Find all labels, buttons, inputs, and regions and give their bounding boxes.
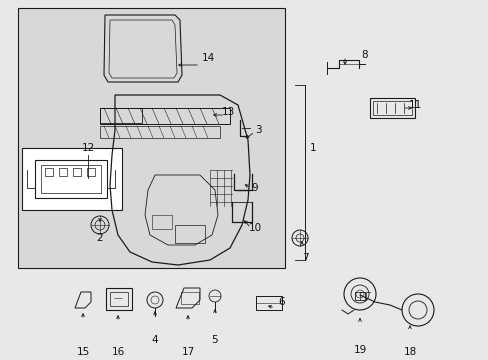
Text: 3: 3 [254, 125, 261, 135]
Text: 18: 18 [403, 347, 416, 357]
Bar [175, 225, 204, 243]
Text: 5: 5 [211, 335, 218, 345]
Text: 16: 16 [111, 347, 124, 357]
Text: 1: 1 [309, 143, 316, 153]
Text: 8: 8 [361, 50, 367, 60]
Text: 10: 10 [248, 223, 261, 233]
Text: 15: 15 [76, 347, 89, 357]
Text: 14: 14 [201, 53, 214, 63]
Text: 6: 6 [278, 297, 285, 307]
Bar [35, 160, 107, 198]
Text: 9: 9 [251, 183, 258, 193]
Text: 2: 2 [97, 233, 103, 243]
Bar [106, 288, 132, 310]
Bar [110, 292, 128, 306]
Bar [369, 98, 414, 118]
Bar [100, 108, 229, 124]
Bar [87, 168, 95, 176]
Bar [18, 8, 285, 268]
Bar [100, 108, 142, 123]
Bar [354, 292, 364, 300]
Text: 7: 7 [301, 253, 307, 263]
Bar [256, 296, 282, 310]
Text: 17: 17 [181, 347, 194, 357]
Bar [73, 168, 81, 176]
Bar [22, 148, 122, 210]
Bar [181, 292, 199, 304]
Bar [59, 168, 67, 176]
Bar [45, 168, 53, 176]
Text: 19: 19 [353, 345, 366, 355]
Text: 13: 13 [221, 107, 234, 117]
Bar [100, 126, 220, 138]
Text: 11: 11 [407, 100, 421, 110]
Bar [152, 215, 172, 229]
Text: 12: 12 [81, 143, 95, 153]
Bar [372, 101, 411, 115]
Bar [41, 165, 101, 193]
Text: 4: 4 [151, 335, 158, 345]
